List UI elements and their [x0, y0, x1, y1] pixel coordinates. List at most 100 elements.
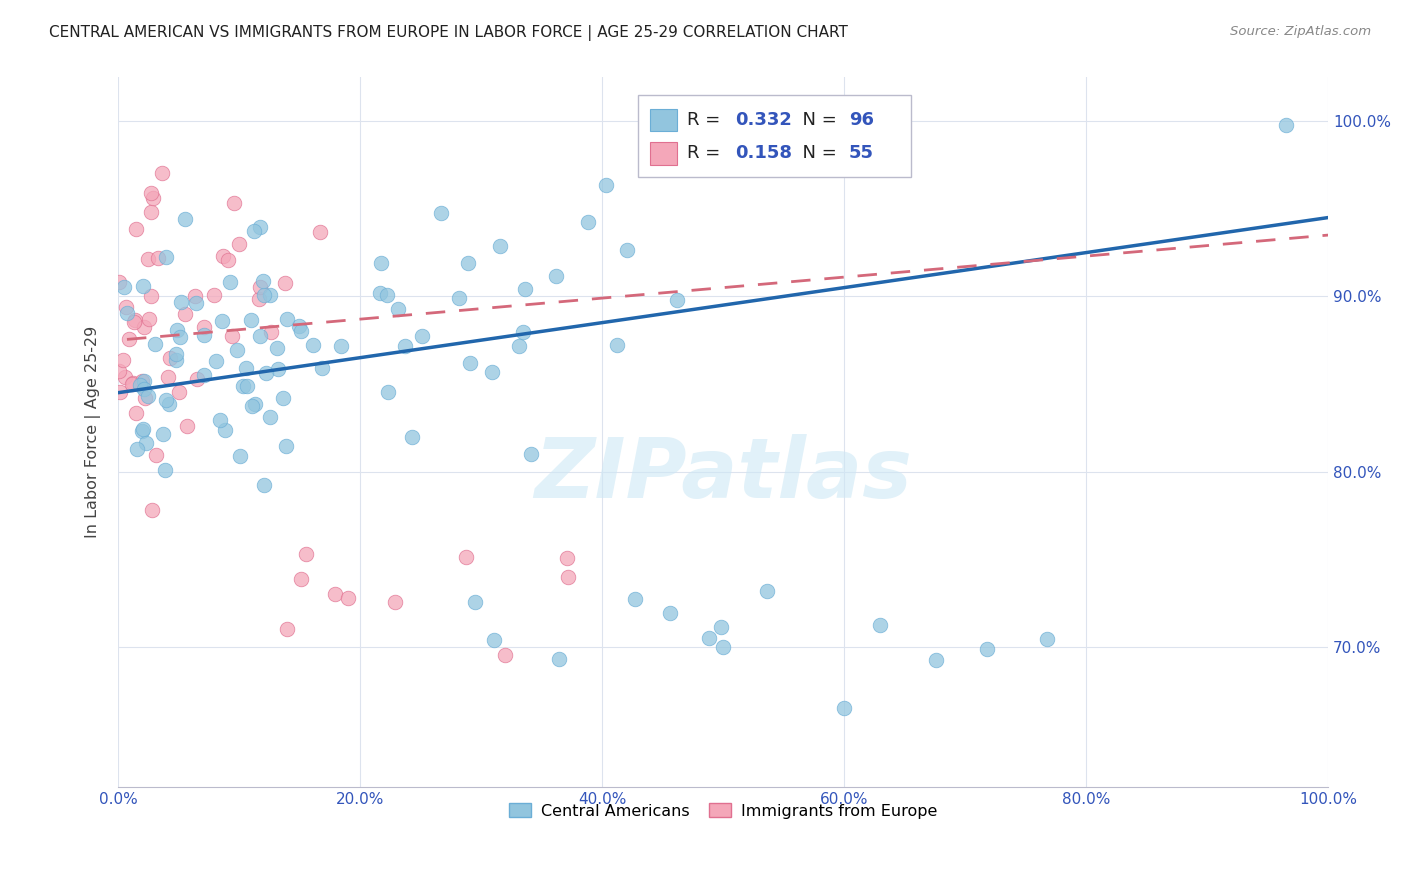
Point — [520, 447, 543, 461]
Point — [186, 296, 208, 310]
Point — [217, 252, 239, 267]
Point — [711, 640, 734, 654]
Point — [219, 275, 242, 289]
Point — [146, 251, 169, 265]
Point — [623, 591, 645, 606]
Point — [114, 301, 136, 315]
Point — [411, 329, 433, 343]
Point — [142, 191, 165, 205]
Point — [235, 360, 257, 375]
Point — [110, 384, 132, 399]
Point — [370, 256, 392, 270]
Point — [370, 286, 392, 301]
Point — [169, 330, 191, 344]
Point — [259, 287, 281, 301]
Point — [243, 397, 266, 411]
Point — [1035, 632, 1057, 646]
Point — [159, 351, 181, 365]
Point — [202, 288, 225, 302]
Point — [228, 449, 250, 463]
Point — [494, 648, 516, 663]
Point — [108, 364, 131, 378]
Point — [209, 413, 232, 427]
Point — [295, 547, 318, 561]
Point — [176, 418, 198, 433]
Point — [336, 591, 359, 606]
Point — [249, 220, 271, 235]
Point — [249, 329, 271, 343]
Point — [124, 407, 146, 421]
Point — [205, 354, 228, 368]
Point — [155, 250, 177, 264]
Point — [557, 551, 579, 566]
Point — [267, 361, 290, 376]
Point — [401, 430, 423, 444]
Point — [118, 332, 141, 346]
Point — [259, 409, 281, 424]
Point — [606, 338, 628, 352]
Point — [125, 442, 148, 456]
Y-axis label: In Labor Force | Age 25-29: In Labor Force | Age 25-29 — [86, 326, 101, 538]
Point — [153, 463, 176, 477]
Point — [232, 378, 254, 392]
Point — [489, 239, 512, 253]
Point — [138, 312, 160, 326]
Point — [152, 427, 174, 442]
Point — [221, 329, 243, 343]
Point — [193, 368, 215, 383]
Point — [697, 632, 720, 646]
Text: Source: ZipAtlas.com: Source: ZipAtlas.com — [1230, 25, 1371, 38]
Point — [165, 352, 187, 367]
Point — [710, 620, 733, 634]
Point — [157, 397, 180, 411]
Point — [129, 378, 152, 392]
Point — [132, 422, 155, 436]
Point — [659, 606, 682, 620]
Point — [311, 360, 333, 375]
Point — [166, 323, 188, 337]
Point — [121, 376, 143, 391]
Point — [145, 448, 167, 462]
Point — [212, 249, 235, 263]
Point — [167, 384, 190, 399]
Point — [156, 369, 179, 384]
Point — [458, 356, 481, 370]
Point — [165, 347, 187, 361]
Point — [578, 214, 600, 228]
Point — [139, 205, 162, 219]
Point — [184, 289, 207, 303]
Point — [377, 385, 399, 400]
Point — [271, 391, 294, 405]
Point — [266, 341, 288, 355]
Point — [666, 293, 689, 307]
Point — [260, 325, 283, 339]
Point — [134, 391, 156, 405]
Point — [976, 641, 998, 656]
Point — [122, 314, 145, 328]
Text: 96: 96 — [849, 111, 875, 129]
Point — [243, 224, 266, 238]
Point — [430, 206, 453, 220]
Point — [253, 287, 276, 301]
Point — [481, 365, 503, 379]
Point — [155, 392, 177, 407]
Point — [323, 587, 346, 601]
Text: 55: 55 — [849, 145, 875, 162]
Point — [138, 389, 160, 403]
Point — [254, 366, 277, 380]
Point — [302, 338, 325, 352]
Point — [193, 320, 215, 334]
Point — [134, 319, 156, 334]
Point — [756, 583, 779, 598]
Bar — [651, 109, 678, 131]
Legend: Central Americans, Immigrants from Europe: Central Americans, Immigrants from Europ… — [502, 797, 943, 825]
Point — [170, 294, 193, 309]
Point — [112, 279, 135, 293]
Point — [122, 376, 145, 390]
Point — [226, 343, 249, 357]
Point — [482, 632, 505, 647]
Point — [124, 222, 146, 236]
Point — [135, 435, 157, 450]
Point — [247, 292, 270, 306]
Point — [240, 313, 263, 327]
